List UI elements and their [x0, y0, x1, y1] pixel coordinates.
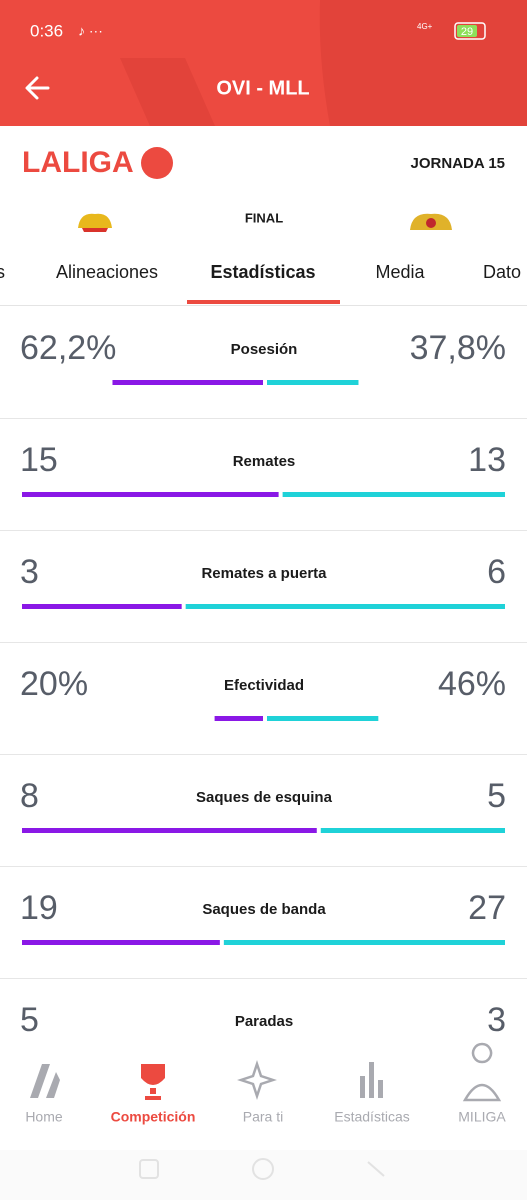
- home-bar: [22, 604, 182, 609]
- home-value: 62,2%: [20, 329, 116, 367]
- away-crest: [426, 218, 436, 228]
- header-decoration: [319, 0, 527, 126]
- away-bar: [282, 492, 505, 497]
- away-value: 37,8%: [410, 329, 506, 367]
- home-value: 15: [20, 441, 58, 479]
- away-bar: [267, 716, 379, 721]
- system-button[interactable]: [139, 1159, 159, 1179]
- nav-label[interactable]: Estadísticas: [334, 1109, 409, 1125]
- back-button[interactable]: [25, 76, 50, 100]
- status-time: 0:36: [30, 21, 63, 40]
- tab[interactable]: Dato: [483, 262, 521, 282]
- home-bar: [214, 716, 263, 721]
- battery-outline: [454, 22, 486, 40]
- home-bar: [22, 940, 220, 945]
- home-bar: [112, 380, 263, 385]
- home-crest: [78, 213, 112, 228]
- stat-label: Remates a puerta: [201, 565, 327, 582]
- home-value: 8: [20, 777, 39, 815]
- away-value: 46%: [438, 665, 506, 703]
- match-title: OVI - MLL: [216, 77, 309, 99]
- tab[interactable]: Media: [375, 262, 425, 282]
- away-value: 3: [487, 1001, 506, 1039]
- home-value: 19: [20, 889, 58, 927]
- bottom-nav: Home Competición Para ti Estadísticas MILIGA: [25, 1042, 506, 1125]
- status-icons: ♪ ···: [78, 23, 103, 39]
- home-value: 3: [20, 553, 39, 591]
- away-bar: [185, 604, 505, 609]
- nav-icon[interactable]: [30, 1064, 60, 1098]
- battery-level: [457, 25, 477, 37]
- system-button[interactable]: [367, 1161, 385, 1177]
- tab[interactable]: Estadísticas: [210, 262, 315, 282]
- nav-icon[interactable]: [141, 1064, 165, 1100]
- home-value: 20%: [20, 665, 88, 703]
- nav-icon[interactable]: [462, 1042, 502, 1102]
- away-value: 5: [487, 777, 506, 815]
- gesture-area: [0, 1150, 527, 1200]
- away-bar: [320, 828, 505, 833]
- away-value: 13: [468, 441, 506, 479]
- tab-bar: s Alineaciones Estadísticas Media Dato: [0, 262, 521, 304]
- stat-label: Paradas: [235, 1013, 293, 1030]
- nav-label[interactable]: Home: [25, 1109, 63, 1125]
- tab[interactable]: Alineaciones: [56, 262, 158, 282]
- home-bar: [22, 828, 317, 833]
- away-value: 27: [468, 889, 506, 927]
- nav-icon[interactable]: [360, 1062, 383, 1098]
- nav-icon[interactable]: [237, 1060, 277, 1100]
- header-decoration: [120, 58, 215, 126]
- battery-text: 29: [461, 26, 473, 38]
- nav-label[interactable]: Para ti: [243, 1109, 283, 1125]
- nav-label[interactable]: Competición: [111, 1109, 196, 1125]
- matchday: JORNADA 15: [411, 155, 505, 172]
- system-button[interactable]: [252, 1158, 274, 1180]
- away-bar: [267, 380, 359, 385]
- stat-label: Saques de esquina: [196, 789, 333, 806]
- home-crest: [82, 228, 108, 232]
- home-bar: [22, 492, 279, 497]
- stat-label: Saques de banda: [202, 901, 326, 918]
- tab[interactable]: s: [0, 262, 5, 282]
- away-bar: [223, 940, 505, 945]
- stat-label: Posesión: [231, 341, 298, 358]
- home-value: 5: [20, 1001, 39, 1039]
- nav-label[interactable]: MILIGA: [458, 1109, 506, 1125]
- match-status: FINAL: [245, 210, 283, 225]
- stat-label: Remates: [233, 453, 296, 470]
- tab-indicator: [187, 300, 340, 304]
- laliga-logo: LALIGA: [22, 146, 134, 179]
- status-network: 4G+: [417, 22, 433, 31]
- ea-sports-badge: [141, 147, 173, 179]
- away-value: 6: [487, 553, 506, 591]
- stat-label: Efectividad: [224, 677, 304, 694]
- stats-list: 62,2% 37,8% Posesión 15 13 Remates 3 6 Remates a…: [0, 329, 527, 1091]
